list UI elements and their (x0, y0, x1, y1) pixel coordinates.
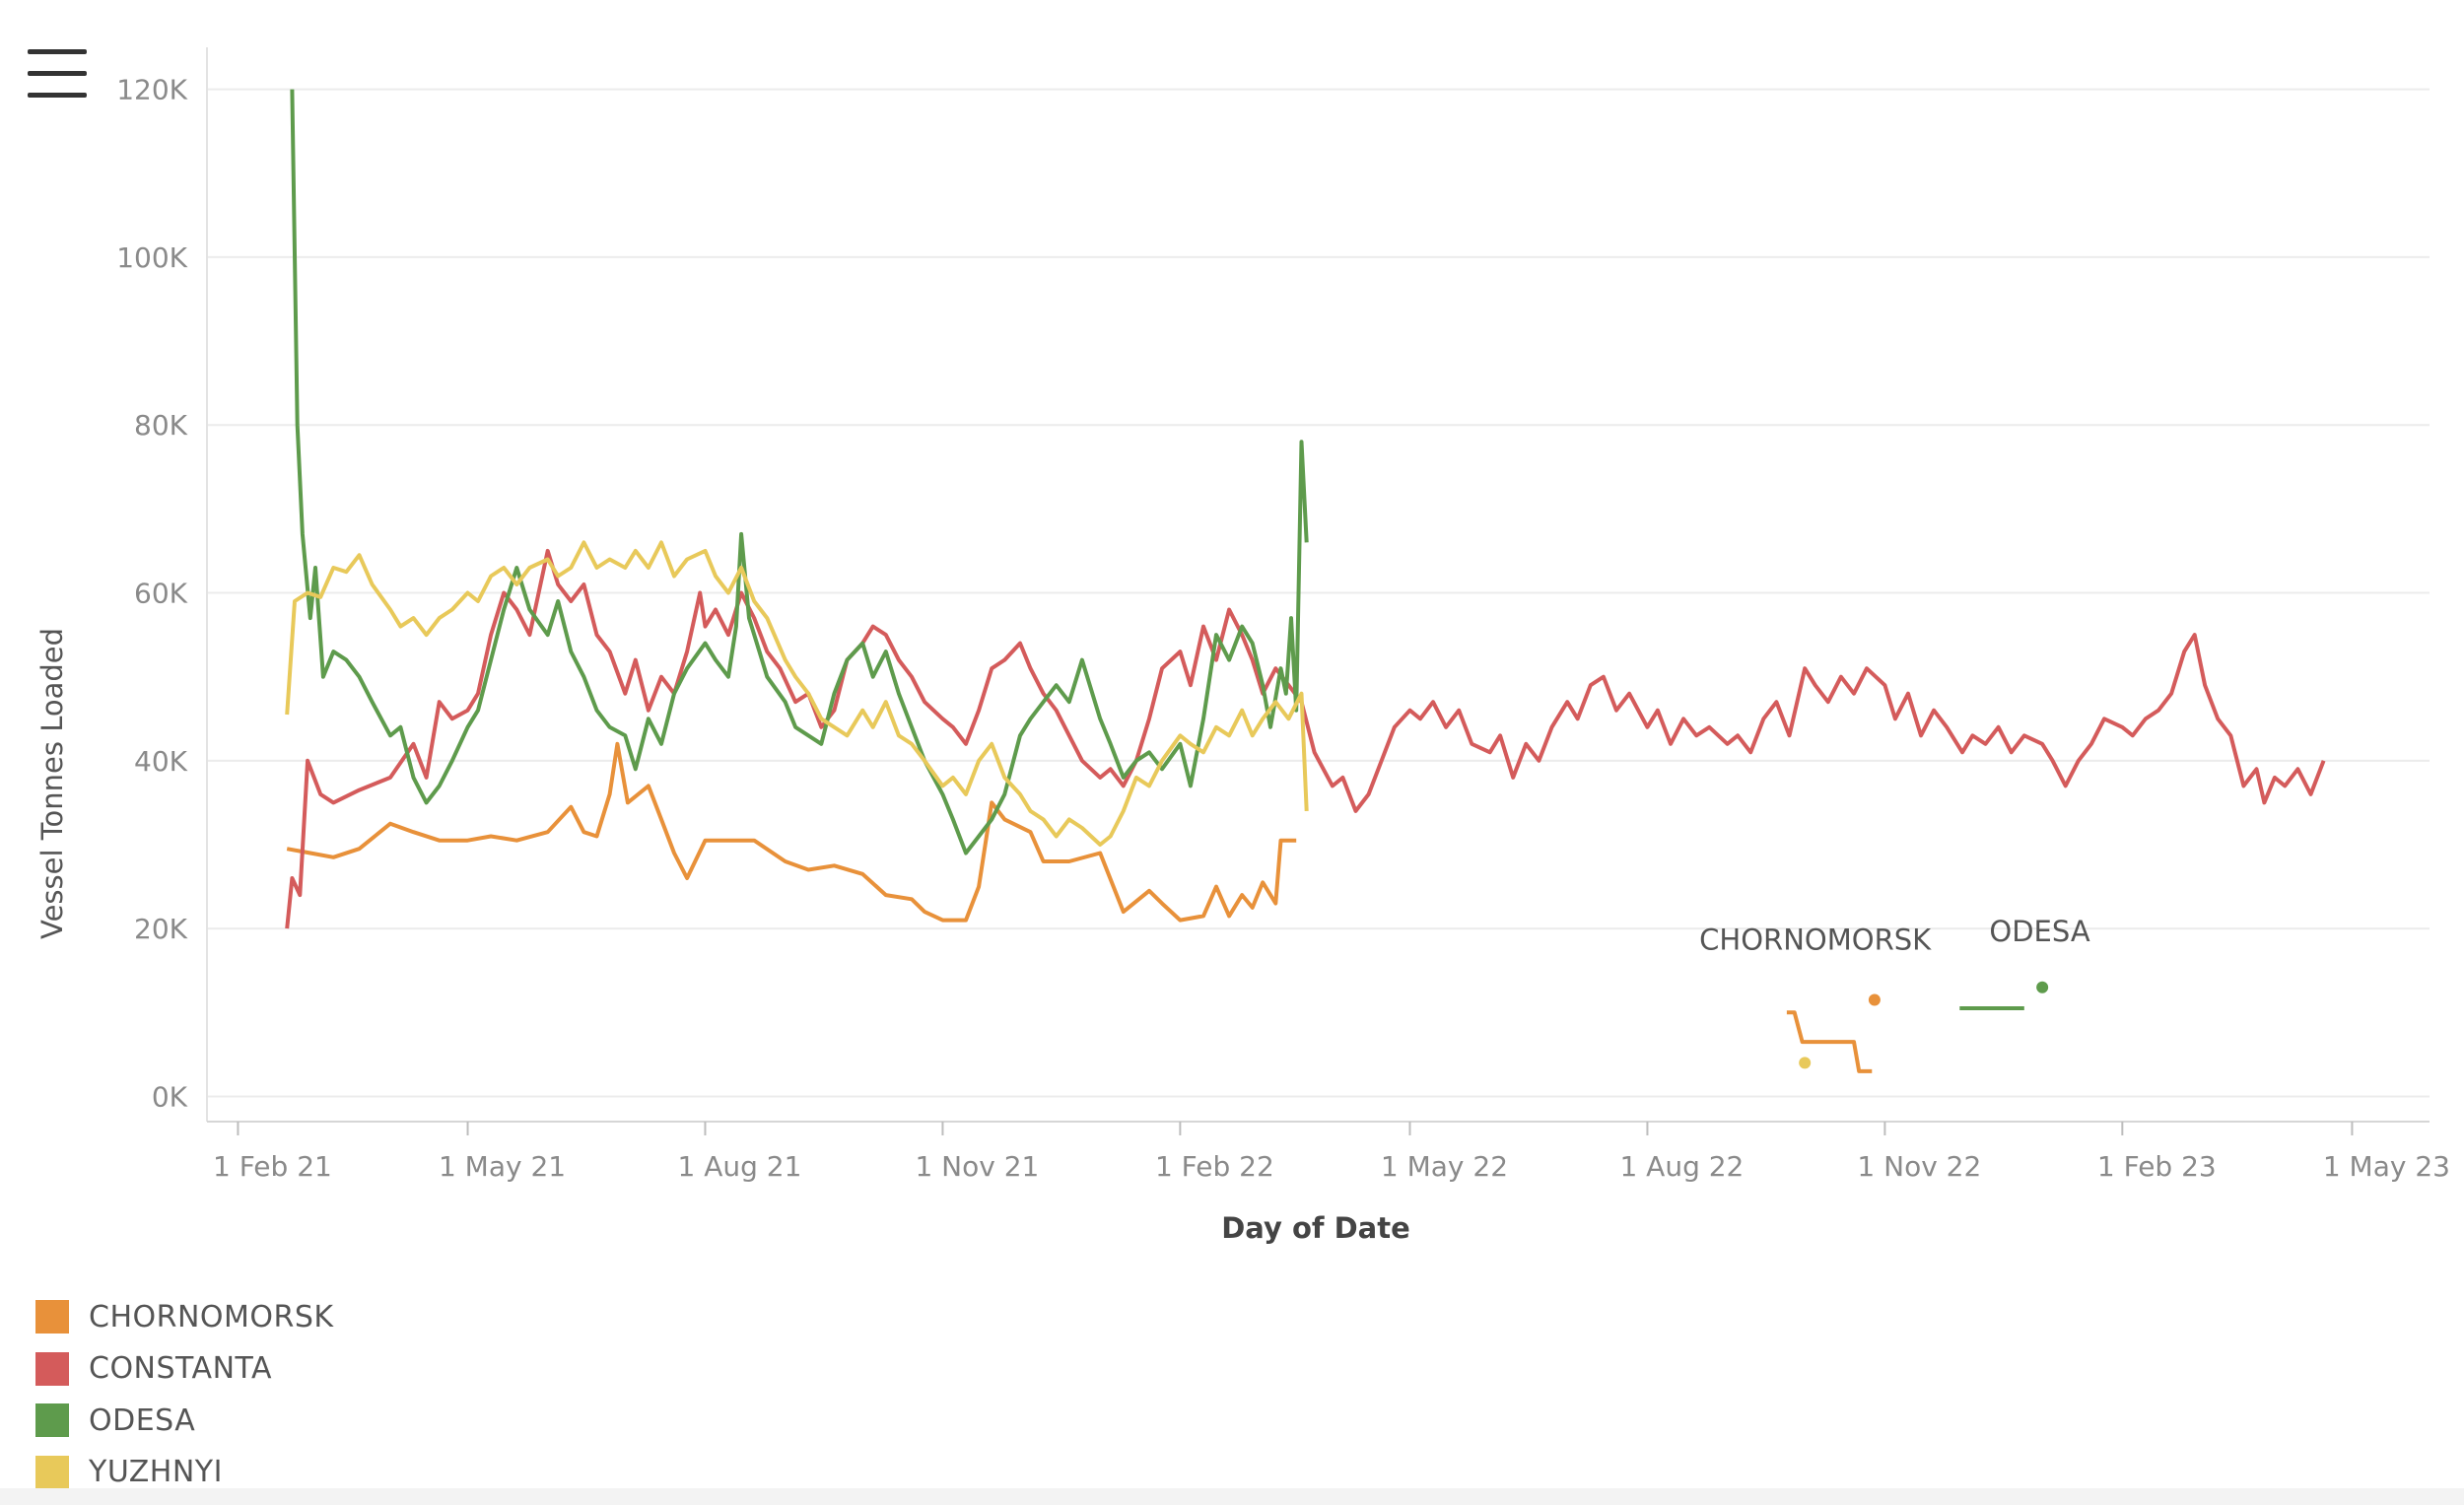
data-point-yuzhnyi (1799, 1057, 1812, 1069)
data-point-odesa (2036, 981, 2049, 993)
annotations: CHORNOMORSK ODESA (1699, 915, 2090, 957)
series-constanta (285, 548, 2326, 929)
y-tick-label: 100K (116, 241, 187, 274)
series-line-chornomorsk (286, 741, 1297, 923)
annotation-label: ODESA (1989, 915, 2089, 948)
legend-swatch (35, 1403, 69, 1438)
line-chart: 0K 20K 40K 60K 80K 100K 120K 1 Feb 21 1 May 21 1 … (35, 47, 2450, 1245)
series-lines (285, 89, 2326, 1073)
series-odesa (290, 89, 2049, 1010)
legend-swatch (35, 1300, 69, 1334)
y-tick-label: 60K (134, 578, 188, 610)
x-tick-label: 1 Aug 21 (678, 1150, 802, 1183)
legend-swatch (35, 1351, 69, 1386)
y-tick-label: 20K (134, 913, 188, 945)
x-tick-label: 1 May 23 (2323, 1150, 2450, 1183)
series-yuzhnyi (285, 540, 1812, 1069)
series-line-constanta (285, 548, 2326, 929)
x-tick-label: 1 May 22 (1381, 1150, 1508, 1183)
series-chornomorsk (286, 741, 1881, 1073)
x-tick-label: 1 Nov 21 (915, 1150, 1039, 1183)
y-tick-label: 0K (152, 1080, 188, 1113)
legend-label: CHORNOMORSK (89, 1299, 334, 1334)
annotation-label: CHORNOMORSK (1699, 923, 1932, 956)
legend-label: YUZHNYI (89, 1455, 223, 1490)
data-point-chornomorsk (1868, 993, 1881, 1006)
x-tick-label: 1 Feb 22 (1155, 1150, 1274, 1183)
legend-swatch (35, 1455, 69, 1489)
y-tick-label: 40K (134, 745, 188, 778)
y-tick-label: 80K (134, 409, 188, 442)
y-axis-title: Vessel Tonnes Loaded (35, 628, 69, 939)
legend-item-constanta[interactable]: CONSTANTA (35, 1343, 334, 1396)
series-line-chornomorsk (1786, 1010, 1873, 1073)
x-axis-title: Day of Date (1221, 1211, 1410, 1245)
hamburger-menu-icon[interactable] (28, 49, 89, 101)
legend-label: CONSTANTA (89, 1351, 273, 1387)
series-line-odesa (290, 89, 1309, 855)
x-tick-label: 1 Feb 23 (2097, 1150, 2217, 1183)
legend-item-chornomorsk[interactable]: CHORNOMORSK (35, 1291, 334, 1343)
y-tick-label: 120K (116, 74, 187, 106)
x-tick-label: 1 Feb 21 (213, 1150, 332, 1183)
legend-label: ODESA (89, 1402, 196, 1438)
legend-item-yuzhnyi[interactable]: YUZHNYI (35, 1447, 334, 1499)
legend: CHORNOMORSK CONSTANTA ODESA YUZHNYI (35, 1291, 334, 1498)
legend-item-odesa[interactable]: ODESA (35, 1395, 334, 1447)
x-tick-label: 1 May 21 (439, 1150, 566, 1183)
series-line-yuzhnyi (285, 540, 1309, 847)
x-tick-label: 1 Nov 22 (1857, 1150, 1981, 1183)
bottom-bar (0, 1488, 2464, 1505)
x-tick-label: 1 Aug 22 (1619, 1150, 1744, 1183)
axes: 0K 20K 40K 60K 80K 100K 120K 1 Feb 21 1 May 21 1 … (116, 47, 2450, 1183)
